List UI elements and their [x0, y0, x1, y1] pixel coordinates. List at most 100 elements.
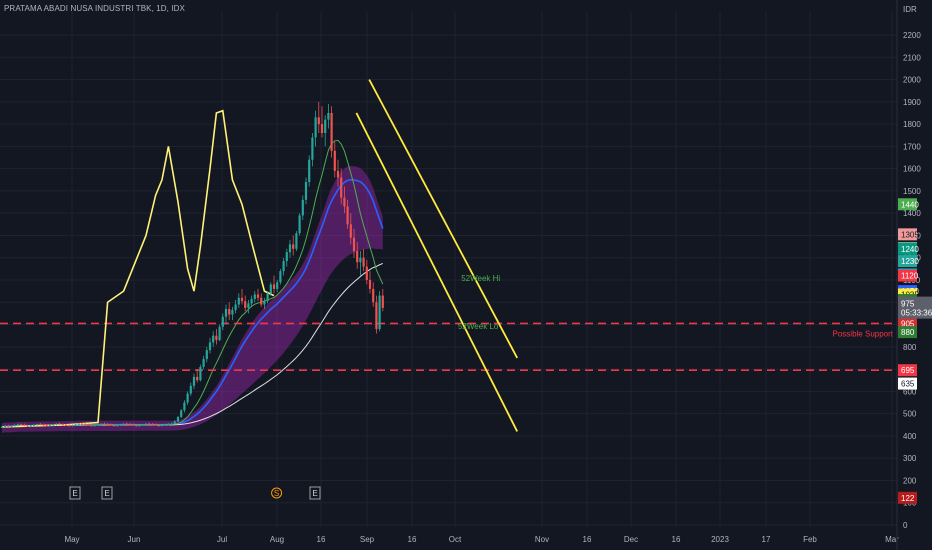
candle-body: [180, 410, 183, 417]
candle-body: [314, 117, 317, 138]
price-badge: [898, 269, 917, 282]
earnings-marker-label: E: [104, 489, 109, 498]
candle-body: [122, 423, 125, 425]
price-badge-label: 635: [901, 380, 915, 389]
candle-body: [301, 199, 304, 216]
candle-body: [327, 112, 330, 120]
candle-body: [324, 119, 327, 133]
candle-body: [247, 303, 250, 308]
candle-body: [106, 424, 109, 426]
candle-body: [71, 424, 74, 426]
price-badge-label: 880: [901, 328, 915, 337]
candle-body: [317, 117, 320, 125]
x-tick-label: Feb: [803, 535, 817, 544]
annotation-label: 52Week Lo: [458, 322, 499, 331]
candle-body: [340, 177, 343, 198]
candle-body: [68, 425, 71, 427]
price-badge: [898, 228, 917, 241]
candle-body: [292, 244, 295, 249]
candle-body: [237, 297, 240, 305]
candle-body: [346, 206, 349, 225]
candle-body: [253, 294, 256, 299]
x-tick-label: 16: [408, 535, 417, 544]
candle-body: [199, 366, 202, 381]
trend-channel[interactable]: [355, 79, 519, 432]
candle-body: [244, 301, 247, 308]
earnings-marker-label: E: [312, 489, 317, 498]
candle-body: [250, 298, 253, 304]
y-tick-label: 2000: [903, 76, 921, 85]
candle-body: [218, 326, 221, 341]
candle-body: [96, 424, 100, 426]
candle-body: [285, 252, 288, 262]
candle-body: [183, 402, 186, 411]
candle-body: [87, 424, 90, 426]
ma-band: [2, 165, 383, 433]
candle-body: [7, 425, 10, 427]
candle-body: [343, 197, 346, 207]
y-tick-label: 200: [903, 476, 917, 485]
y-tick-label: 1500: [903, 187, 921, 196]
candle-body: [196, 376, 199, 381]
y-tick-label: 1800: [903, 120, 921, 129]
annotations: 52Week Hi 52Week Lo: [458, 274, 500, 331]
candle-body: [132, 424, 135, 426]
x-tick-label: May: [64, 535, 79, 544]
candle-body: [365, 266, 368, 280]
candle-body: [45, 425, 48, 427]
candle-body: [368, 280, 372, 289]
candle-body: [160, 424, 164, 426]
candle-body: [48, 424, 52, 426]
candle-body: [138, 424, 141, 426]
candle-body: [112, 425, 116, 427]
candle-body: [90, 425, 93, 427]
candle-body: [170, 423, 173, 425]
candle-body: [208, 342, 212, 351]
candle-body: [256, 294, 260, 298]
candle-body: [234, 304, 237, 311]
annotation-label: 52Week Hi: [461, 274, 500, 283]
candle-body: [77, 423, 80, 425]
y-tick-label: 1600: [903, 165, 921, 174]
earnings-marker: [69, 486, 81, 500]
candle-body: [359, 257, 362, 263]
candle-body: [173, 421, 176, 424]
candle-body: [330, 112, 333, 151]
candle-body: [308, 159, 311, 182]
candle-body: [103, 423, 106, 425]
candle-body: [157, 425, 160, 427]
candle-body: [144, 423, 148, 425]
candle-body: [192, 376, 196, 386]
x-tick-label: 16: [672, 535, 681, 544]
y-tick-label: 300: [903, 454, 917, 463]
x-tick-label: 16: [583, 535, 592, 544]
y-tick-label: 1400: [903, 209, 921, 218]
candle-body: [276, 282, 279, 289]
candle-body: [176, 416, 180, 422]
candle-body: [295, 233, 298, 249]
x-tick-label: 16: [317, 535, 326, 544]
x-tick-label: Sep: [360, 535, 375, 544]
overlay-line: [1, 109, 275, 428]
candle-body: [282, 261, 285, 272]
candle-body: [151, 424, 154, 426]
candle-body: [333, 150, 336, 171]
trend-line-lower: [355, 112, 519, 432]
candle-body: [164, 424, 167, 426]
y-tick-label: 600: [903, 387, 917, 396]
candle-body: [148, 423, 151, 425]
grid: [0, 12, 897, 527]
y-tick-label: 2200: [903, 31, 921, 40]
candles: [0, 101, 384, 429]
candle-body: [20, 424, 23, 426]
x-tick-label: Jul: [217, 535, 227, 544]
candle-body: [125, 423, 128, 425]
split-marker: [271, 487, 283, 499]
candle-body: [304, 182, 308, 200]
candle-body: [80, 423, 84, 425]
price-badge: [898, 364, 917, 377]
candle-body: [116, 424, 119, 426]
candle-body: [74, 424, 77, 426]
